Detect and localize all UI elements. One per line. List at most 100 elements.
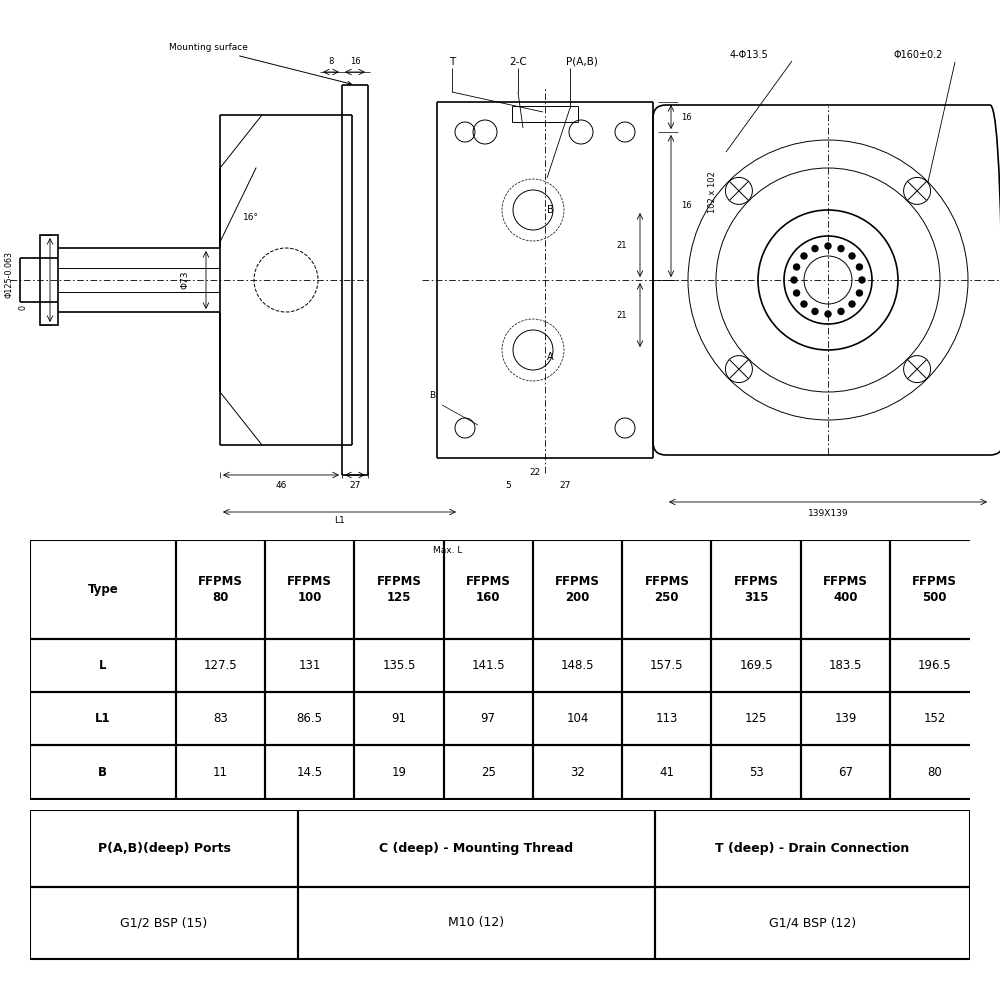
Text: 46: 46	[275, 481, 287, 490]
Bar	[176, 692, 265, 745]
Bar	[890, 540, 979, 639]
Text: 16°: 16°	[243, 214, 259, 223]
Bar	[444, 540, 533, 639]
Bar	[622, 745, 711, 799]
Text: 67: 67	[838, 766, 853, 779]
Circle shape	[812, 246, 818, 252]
Bar	[265, 639, 354, 692]
Bar	[801, 639, 890, 692]
Bar	[30, 692, 176, 745]
Text: 21: 21	[616, 240, 627, 249]
Text: 152: 152	[924, 712, 946, 725]
Bar	[533, 745, 622, 799]
Text: A: A	[547, 352, 554, 362]
Bar	[176, 639, 265, 692]
Text: 5: 5	[505, 481, 511, 490]
Text: C (deep) - Mounting Thread: C (deep) - Mounting Thread	[379, 842, 574, 855]
Text: 125: 125	[745, 712, 767, 725]
Text: 21: 21	[616, 310, 627, 320]
Bar	[444, 745, 533, 799]
Text: 102 x 102: 102 x 102	[708, 171, 717, 213]
Bar	[890, 639, 979, 692]
Text: 113: 113	[656, 712, 678, 725]
Text: Mounting surface: Mounting surface	[169, 43, 351, 85]
Circle shape	[791, 277, 797, 283]
Circle shape	[856, 290, 862, 296]
Text: 91: 91	[391, 712, 406, 725]
Text: 139X139: 139X139	[808, 509, 848, 518]
Text: FFPMS
125: FFPMS 125	[377, 575, 421, 604]
Text: P(A,B): P(A,B)	[566, 57, 598, 67]
Text: 2-C: 2-C	[509, 57, 527, 67]
Text: 0: 0	[18, 306, 27, 310]
Circle shape	[794, 264, 800, 270]
Text: 131: 131	[298, 659, 321, 672]
Text: FFPMS
250: FFPMS 250	[644, 575, 689, 604]
Text: Max. L: Max. L	[433, 546, 462, 555]
Circle shape	[825, 243, 831, 249]
Bar	[354, 639, 444, 692]
Circle shape	[838, 308, 844, 314]
Text: 25: 25	[481, 766, 496, 779]
Text: 27: 27	[349, 481, 361, 490]
Bar	[622, 540, 711, 639]
Text: T: T	[449, 57, 455, 67]
Text: 97: 97	[481, 712, 496, 725]
Bar	[655, 810, 970, 887]
Text: FFPMS
100: FFPMS 100	[287, 575, 332, 604]
Bar	[444, 639, 533, 692]
Text: G1/4 BSP (12): G1/4 BSP (12)	[769, 916, 856, 929]
Text: FFPMS
500: FFPMS 500	[912, 575, 957, 604]
Bar	[801, 540, 890, 639]
Text: 11: 11	[213, 766, 228, 779]
Bar	[265, 692, 354, 745]
Bar	[533, 540, 622, 639]
Text: 27: 27	[559, 481, 571, 490]
Bar	[176, 540, 265, 639]
Text: 16: 16	[681, 202, 692, 211]
Text: 4-Φ13.5: 4-Φ13.5	[730, 50, 769, 60]
Text: Φ125-0.063: Φ125-0.063	[5, 251, 14, 298]
Text: 135.5: 135.5	[382, 659, 416, 672]
Text: 148.5: 148.5	[561, 659, 594, 672]
Circle shape	[825, 311, 831, 317]
Bar	[354, 540, 444, 639]
Bar	[298, 887, 655, 959]
Text: 86.5: 86.5	[297, 712, 323, 725]
Circle shape	[794, 290, 800, 296]
Bar	[801, 745, 890, 799]
Bar	[30, 540, 176, 639]
Text: M10 (12): M10 (12)	[448, 916, 505, 929]
Text: 53: 53	[749, 766, 764, 779]
Text: L: L	[99, 659, 107, 672]
Text: 104: 104	[566, 712, 589, 725]
Bar	[533, 639, 622, 692]
Circle shape	[838, 246, 844, 252]
Bar	[354, 745, 444, 799]
Text: FFPMS
400: FFPMS 400	[823, 575, 868, 604]
Bar	[265, 540, 354, 639]
Circle shape	[856, 264, 862, 270]
Text: FFPMS
80: FFPMS 80	[198, 575, 243, 604]
Text: 8: 8	[328, 57, 334, 66]
Bar	[176, 745, 265, 799]
Bar	[801, 692, 890, 745]
Bar	[30, 745, 176, 799]
Text: 169.5: 169.5	[739, 659, 773, 672]
Bar	[354, 692, 444, 745]
Text: Type: Type	[87, 583, 118, 596]
Text: 16: 16	[350, 57, 360, 66]
Text: 16: 16	[681, 112, 692, 121]
Bar	[30, 810, 298, 887]
Bar	[890, 745, 979, 799]
Bar	[444, 692, 533, 745]
Circle shape	[812, 308, 818, 314]
Text: P(A,B)(deep) Ports: P(A,B)(deep) Ports	[98, 842, 230, 855]
Text: FFPMS
200: FFPMS 200	[555, 575, 600, 604]
Text: L1: L1	[95, 712, 111, 725]
Bar	[711, 692, 801, 745]
Text: 14.5: 14.5	[297, 766, 323, 779]
Bar	[711, 540, 801, 639]
Bar	[533, 692, 622, 745]
Bar	[30, 639, 176, 692]
